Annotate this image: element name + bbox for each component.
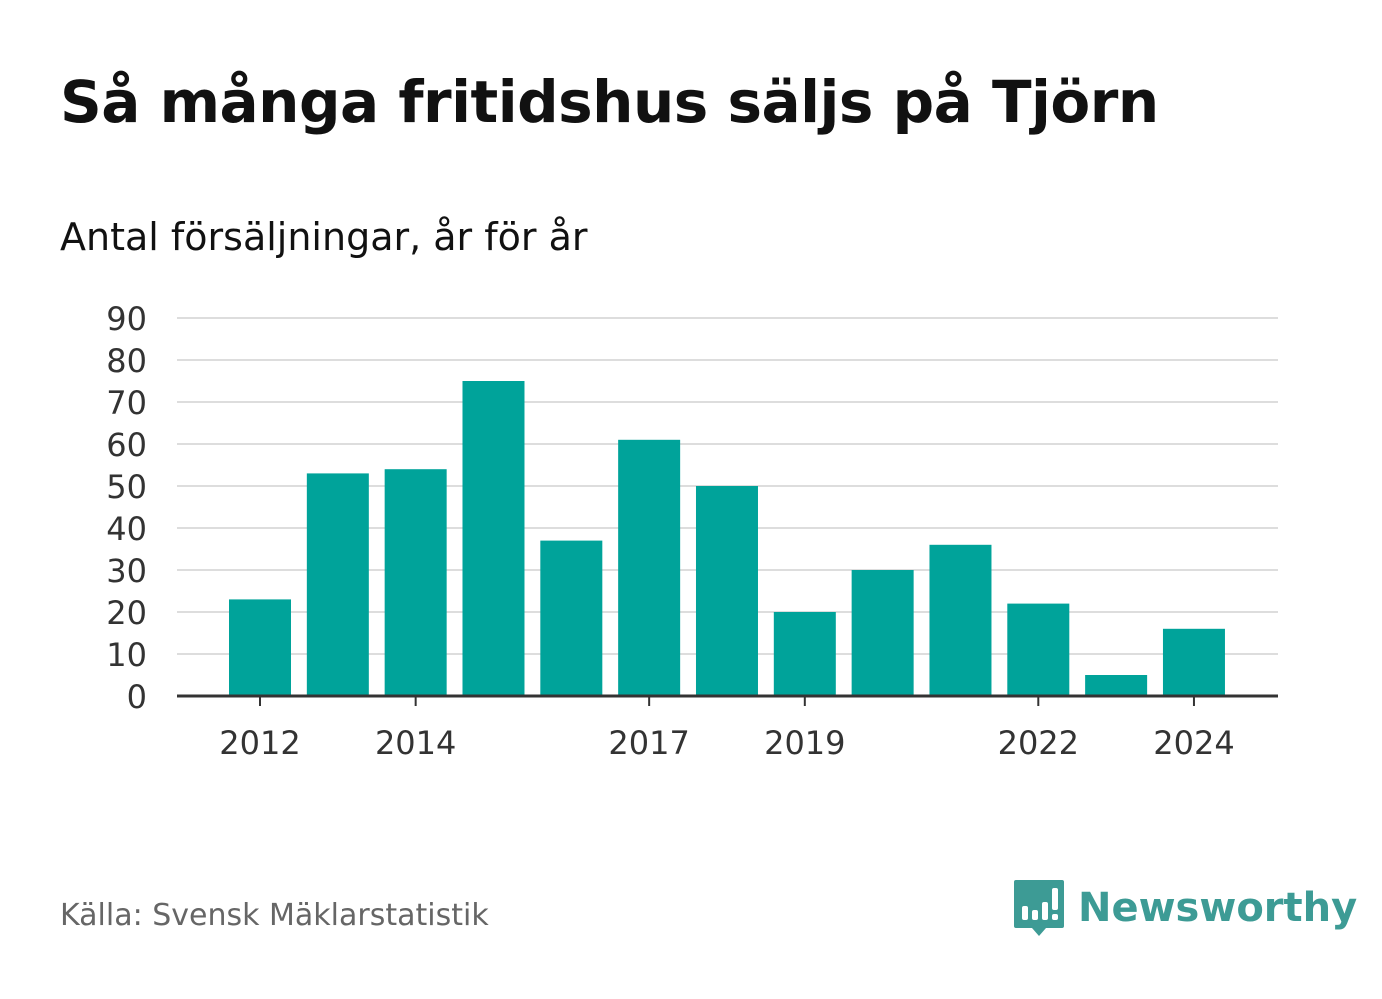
bar-2018: [695, 486, 758, 696]
x-tick-label: 2017: [608, 724, 689, 762]
y-tick-label: 90: [106, 300, 147, 338]
y-tick-label: 50: [106, 468, 147, 506]
y-tick-label: 20: [106, 594, 147, 632]
chart-subtitle: Antal försäljningar, år för år: [60, 215, 588, 259]
bar-2024: [1162, 628, 1225, 696]
y-tick-label: 0: [127, 678, 147, 716]
bar-2017: [618, 439, 681, 696]
bar-chart: 0 10 20 30 40 50 60 70 80 90 2012 2014 2017 2019 2022…: [106, 300, 1278, 762]
bar-2014: [384, 469, 447, 696]
brand-logo: Newsworthy: [1012, 878, 1357, 938]
bar-2015: [462, 381, 525, 696]
x-axis-ticks: 2012 2014 2017 2019 2022 2024: [219, 696, 1235, 762]
x-tick-label: 2022: [998, 724, 1079, 762]
y-axis-ticks: 0 10 20 30 40 50 60 70 80 90: [106, 300, 147, 716]
bar-chart-speech-bubble-icon: [1014, 880, 1064, 936]
bar-2022: [1007, 603, 1070, 696]
y-tick-label: 80: [106, 342, 147, 380]
bar-2012: [229, 599, 291, 696]
bars: [229, 381, 1225, 696]
brand-name: Newsworthy: [1078, 885, 1358, 931]
bar-2016: [540, 540, 603, 696]
bar-2020: [851, 570, 914, 696]
y-tick-label: 40: [106, 510, 147, 548]
y-tick-label: 60: [106, 426, 147, 464]
bar-2021: [929, 544, 992, 696]
x-tick-label: 2014: [375, 724, 456, 762]
y-tick-label: 30: [106, 552, 147, 590]
x-tick-label: 2012: [219, 724, 300, 762]
x-tick-label: 2019: [764, 724, 845, 762]
bar-2019: [773, 612, 836, 696]
source-note: Källa: Svensk Mäklarstatistik: [60, 898, 489, 933]
y-tick-label: 70: [106, 384, 147, 422]
y-tick-label: 10: [106, 636, 147, 674]
bar-2013: [306, 473, 369, 696]
bar-2023: [1085, 675, 1148, 696]
x-tick-label: 2024: [1153, 724, 1234, 762]
chart-title: Så många fritidshus säljs på Tjörn: [60, 68, 1159, 136]
